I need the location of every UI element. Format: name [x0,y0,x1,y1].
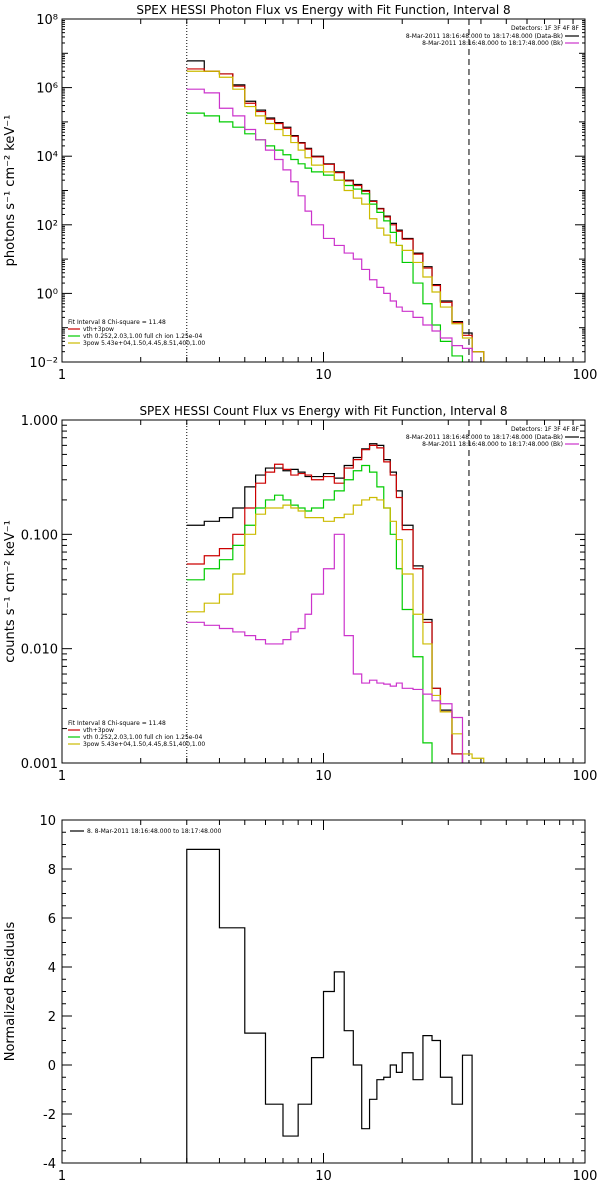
series-line-4 [186,496,485,763]
legend-bottom-left: Fit Interval 8 Chi-square = 11.48vth+3po… [68,720,205,748]
y-tick-label: 6 [48,912,56,927]
legend-entry: vth+3pow [83,727,114,734]
x-tick-label: 1 [58,368,66,383]
legend-top-right: Detectors: 1F 3F 4F 8F8-Mar-2011 18:16:4… [406,426,580,448]
x-tick-label: 10 [315,769,332,784]
x-axis-ticks: 1 10 100 [58,19,598,383]
legend-header: Detectors: 1F 3F 4F 8F [511,25,580,32]
y-tick-label: -4 [43,1157,56,1172]
legend-bottom-left: Fit Interval 8 Chi-square = 11.48vth+3po… [68,319,205,347]
legend-entry: 3pow 5.43e+04,1.50,4.45,8.51,400,1.00 [83,340,205,347]
y-axis-ticks: 10⁻² 10⁰ 10² 10⁴ 10⁶ 10⁸ [29,13,585,371]
chart-panel-2: SPEX HESSI Count Flux vs Energy with Fit… [3,404,597,784]
series-line-1 [186,443,464,763]
x-tick-label: 10 [315,1169,332,1184]
chart-panel-1: SPEX HESSI Photon Flux vs Energy with Fi… [3,3,597,383]
series-group [186,60,485,362]
chart-title: SPEX HESSI Photon Flux vs Energy with Fi… [136,3,510,17]
x-tick-label: 1 [58,769,66,784]
x-tick-label: 1 [58,1169,66,1184]
x-axis-ticks: 1 10 100 [58,420,598,784]
y-axis-ticks: 0.001 0.010 0.100 1.000 [21,414,585,772]
legend-entry: 8-Mar-2011 18:16:48.000 to 18:17:48.000 … [422,40,563,47]
legend-entry: vth+3pow [83,326,114,333]
plot-frame [61,819,586,1164]
y-tick-label: 10⁻² [29,356,58,371]
legend-entry: 8-Mar-2011 18:16:48.000 to 18:17:48.000 … [406,434,563,441]
legend-entry: 8-Mar-2011 18:16:48.000 to 18:17:48.000 … [422,441,563,448]
y-axis-label: counts s⁻¹ cm⁻² keV⁻¹ [3,520,18,663]
y-tick-label: 10⁰ [36,287,58,302]
series-line-1 [186,848,473,1163]
y-tick-label: -2 [43,1108,56,1123]
series-line-2 [186,444,464,763]
series-line-1 [186,60,485,362]
x-tick-label: 10 [315,368,332,383]
legend-entry: vth 0.252,2.03,1.00 full ch ion 1.25e-04 [83,734,202,741]
y-axis-label: photons s⁻¹ cm⁻² keV⁻¹ [3,115,18,267]
legend-top-left: 8. 8-Mar-2011 18:16:48.000 to 18:17:48.0… [70,828,222,835]
x-tick-label: 100 [573,368,598,383]
legend-entry: 3pow 5.43e+04,1.50,4.45,8.51,400,1.00 [83,741,205,748]
y-tick-label: 10⁴ [36,150,58,165]
legend-entry: 8-Mar-2011 18:16:48.000 to 18:17:48.000 … [406,33,563,40]
series-line-5 [186,533,464,763]
y-tick-label: 0 [48,1059,56,1074]
y-axis-ticks: -4 -2 0 2 4 6 8 10 [39,814,585,1172]
y-tick-label: 10⁸ [36,13,58,28]
legend-header: Fit Interval 8 Chi-square = 11.48 [68,319,166,326]
x-axis-ticks: 1 10 100 [58,820,598,1184]
x-tick-label: 100 [573,769,598,784]
series-line-2 [186,68,485,362]
legend-entry: 8. 8-Mar-2011 18:16:48.000 to 18:17:48.0… [87,828,222,835]
y-tick-label: 2 [48,1010,56,1025]
y-tick-label: 0.001 [21,757,58,772]
y-tick-label: 4 [48,961,56,976]
y-axis-label: Normalized Residuals [3,922,18,1062]
chart-panel-3: Normalized Residuals 1 10 100 -4 -2 0 2 4 6 8 10 8. … [3,814,597,1184]
y-tick-label: 10² [36,219,58,234]
legend-entry: vth 0.252,2.03,1.00 full ch ion 1.25e-04 [83,333,202,340]
y-tick-label: 1.000 [21,414,58,429]
y-tick-label: 0.100 [21,528,58,543]
y-tick-label: 0.010 [21,643,58,658]
y-tick-label: 8 [48,863,56,878]
y-tick-label: 10 [39,814,56,829]
legend-header: Detectors: 1F 3F 4F 8F [511,426,580,433]
series-group [186,848,473,1163]
y-tick-label: 10⁶ [36,82,58,97]
plot-frame [61,419,586,764]
x-tick-label: 100 [573,1169,598,1184]
legend-header: Fit Interval 8 Chi-square = 11.48 [68,720,166,727]
legend-top-right: Detectors: 1F 3F 4F 8F8-Mar-2011 18:16:4… [406,25,580,47]
series-line-4 [186,70,485,362]
chart-title: SPEX HESSI Count Flux vs Energy with Fit… [139,404,507,418]
series-group [186,443,485,763]
series-line-5 [186,88,473,362]
plot-frame [61,18,586,363]
